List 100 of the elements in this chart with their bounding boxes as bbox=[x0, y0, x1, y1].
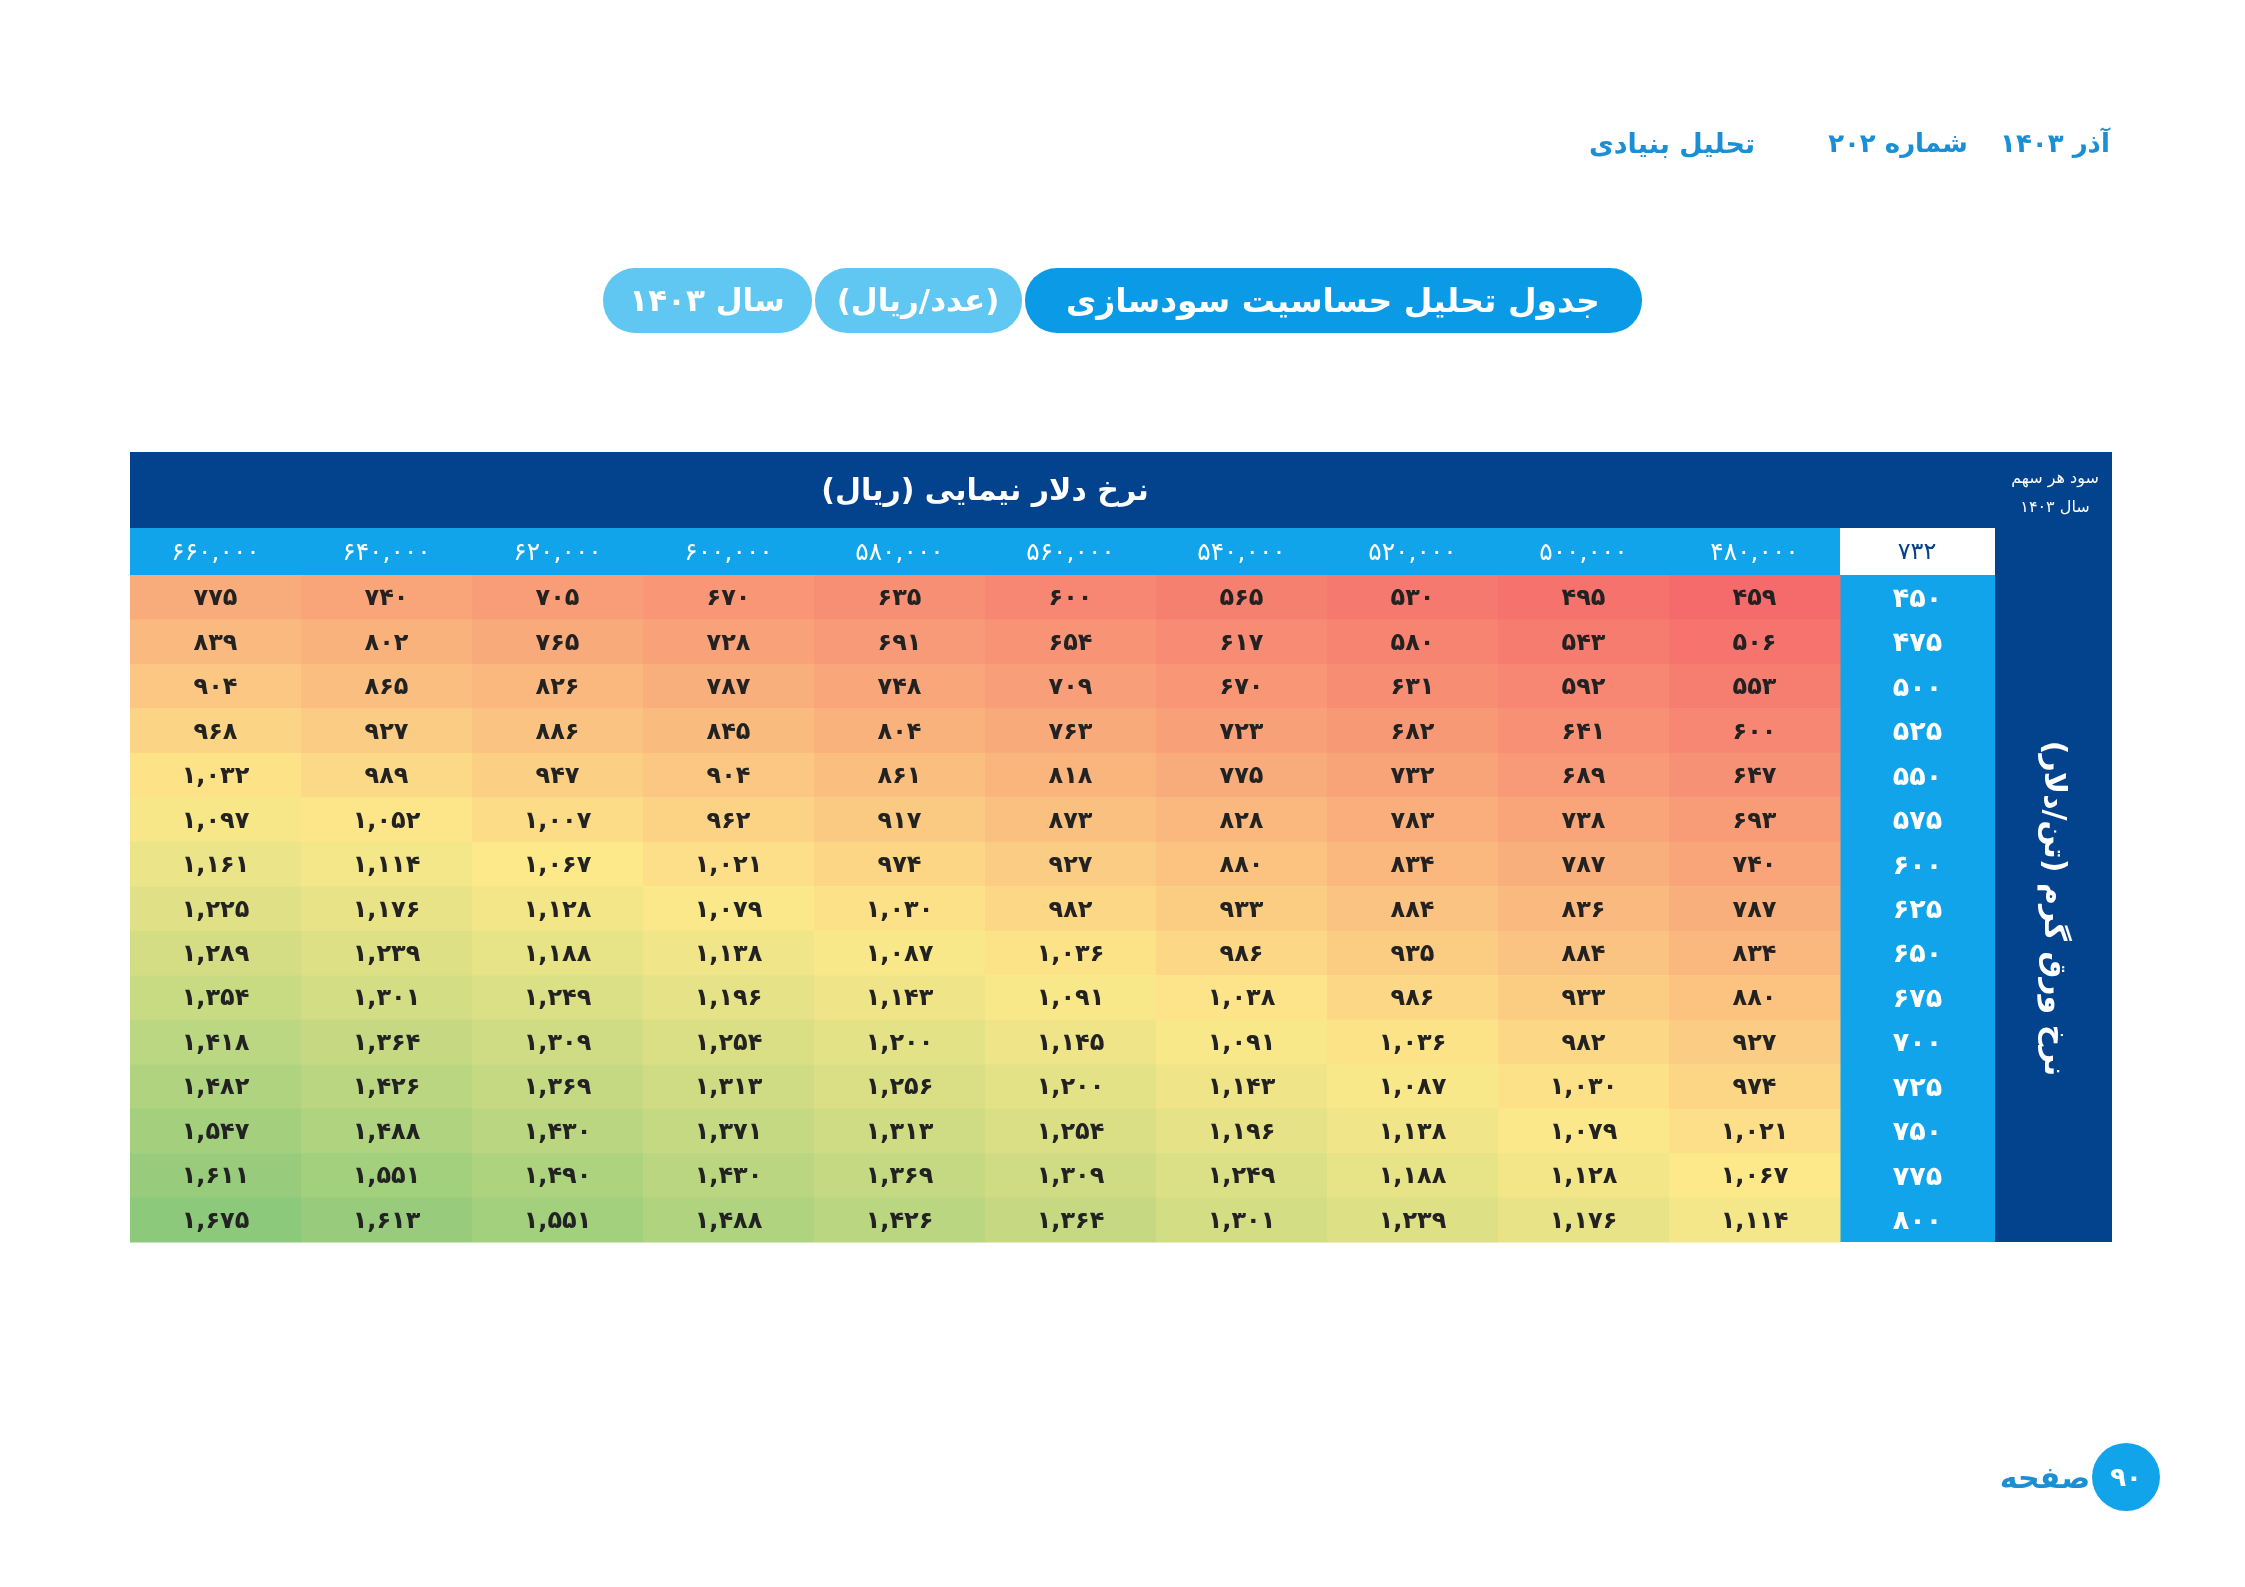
data-label: ۱,۱۱۴ bbox=[352, 850, 421, 879]
data-label: ۱,۴۱۸ bbox=[181, 1027, 250, 1056]
data-label: ۶۴۱ bbox=[1561, 716, 1606, 745]
data-label: ۷۳۲ bbox=[1390, 761, 1435, 790]
data-label: ۱,۰۳۸ bbox=[1207, 983, 1276, 1012]
x-tick-label: ۶۴۰,۰۰۰ bbox=[342, 537, 431, 566]
y-tick-label: ۸۰۰ bbox=[1892, 1204, 1943, 1236]
text: شماره ۲۰۲ bbox=[1828, 128, 1968, 158]
data-label: ۷۴۸ bbox=[877, 672, 922, 701]
data-label: ۸۸۰ bbox=[1219, 850, 1264, 879]
data-label: ۱,۴۲۶ bbox=[352, 1072, 421, 1101]
data-label: ۷۰۵ bbox=[535, 583, 580, 612]
x-tick-label: ۵۴۰,۰۰۰ bbox=[1197, 537, 1286, 566]
data-label: ۱,۲۵۴ bbox=[1036, 1116, 1105, 1145]
data-label: ۷۲۸ bbox=[706, 627, 751, 656]
data-label: ۱,۱۹۶ bbox=[694, 983, 763, 1012]
data-label: ۱,۱۸۸ bbox=[1378, 1161, 1447, 1190]
data-label: ۱,۰۲۱ bbox=[1720, 1116, 1789, 1145]
data-label: ۷۰۹ bbox=[1048, 672, 1093, 701]
data-label: ۱,۲۳۹ bbox=[352, 938, 421, 967]
data-label: ۶۹۳ bbox=[1732, 805, 1777, 834]
data-label: ۹۸۲ bbox=[1048, 894, 1093, 923]
data-label: ۶۰۰ bbox=[1732, 716, 1777, 745]
data-label: ۸۰۲ bbox=[364, 627, 409, 656]
data-label: ۱,۲۴۹ bbox=[1207, 1161, 1276, 1190]
text: ۹۰ bbox=[2110, 1462, 2142, 1492]
data-label: ۹۸۲ bbox=[1561, 1027, 1606, 1056]
text: صفحه bbox=[1999, 1459, 2091, 1495]
x-tick-label: ۶۰۰,۰۰۰ bbox=[684, 537, 773, 566]
y-tick-label: ۷۲۵ bbox=[1892, 1070, 1943, 1102]
data-label: ۶۳۵ bbox=[877, 583, 922, 612]
data-label: ۱,۰۷۹ bbox=[694, 894, 763, 923]
data-label: ۴۹۵ bbox=[1561, 583, 1606, 612]
data-label: ۱,۱۴۳ bbox=[1207, 1072, 1276, 1101]
data-label: ۶۷۰ bbox=[706, 583, 751, 612]
data-label: ۱,۲۵۶ bbox=[865, 1072, 934, 1101]
data-label: ۹۱۷ bbox=[877, 805, 922, 834]
data-label: ۱,۱۲۸ bbox=[1549, 1161, 1618, 1190]
data-label: ۸۳۹ bbox=[193, 627, 238, 656]
y-tick-label: ۵۲۵ bbox=[1892, 715, 1943, 747]
data-label: ۷۸۷ bbox=[706, 672, 751, 701]
data-label: ۱,۱۱۴ bbox=[1720, 1205, 1789, 1234]
data-label: ۱,۲۲۵ bbox=[181, 894, 250, 923]
data-label: ۱,۵۴۷ bbox=[181, 1116, 250, 1145]
data-label: ۱,۶۷۵ bbox=[181, 1205, 250, 1234]
data-label: ۷۳۸ bbox=[1561, 805, 1606, 834]
data-label: ۶۸۲ bbox=[1390, 716, 1435, 745]
text: سال ۱۴۰۳ bbox=[629, 282, 785, 318]
data-label: ۱,۰۹۱ bbox=[1207, 1027, 1276, 1056]
data-label: ۵۸۰ bbox=[1390, 627, 1435, 656]
x-tick-label: ۵۶۰,۰۰۰ bbox=[1026, 537, 1115, 566]
data-label: ۹۲۷ bbox=[1732, 1027, 1777, 1056]
chart-subtitle: (عدد/ریال) bbox=[836, 282, 1000, 319]
data-label: ۱,۵۵۱ bbox=[352, 1161, 421, 1190]
y-tick-label: ۶۷۵ bbox=[1892, 981, 1943, 1013]
data-label: ۸۴۵ bbox=[706, 716, 751, 745]
data-label: ۸۸۰ bbox=[1732, 983, 1777, 1012]
data-label: ۱,۰۲۱ bbox=[694, 850, 763, 879]
data-label: ۱,۰۸۷ bbox=[1378, 1072, 1447, 1101]
text: تحلیل بنیادی bbox=[1588, 127, 1756, 159]
data-label: ۱,۴۹۰ bbox=[523, 1161, 592, 1190]
x-tick-label: ۵۰۰,۰۰۰ bbox=[1539, 537, 1628, 566]
data-label: ۸۳۴ bbox=[1732, 938, 1777, 967]
data-label: ۱,۰۳۶ bbox=[1378, 1027, 1447, 1056]
data-label: ۹۸۹ bbox=[364, 761, 409, 790]
data-label: ۹۳۳ bbox=[1561, 983, 1606, 1012]
data-label: ۱,۱۲۸ bbox=[523, 894, 592, 923]
data-label: ۶۵۴ bbox=[1048, 627, 1093, 656]
data-label: ۱,۱۳۸ bbox=[694, 938, 763, 967]
text: آذر ۱۴۰۳ bbox=[2000, 127, 2111, 158]
data-label: ۱,۲۰۰ bbox=[865, 1027, 934, 1056]
data-label: ۱,۴۸۸ bbox=[694, 1205, 763, 1234]
data-label: ۱,۵۵۱ bbox=[523, 1205, 592, 1234]
data-label: ۱,۱۷۶ bbox=[352, 894, 421, 923]
x-axis-title: نرخ دلار نیمایی (ریال) bbox=[821, 471, 1149, 507]
data-label: ۹۴۷ bbox=[535, 761, 580, 790]
data-label: ۸۶۵ bbox=[364, 672, 409, 701]
data-label: ۱,۶۱۳ bbox=[352, 1205, 421, 1234]
data-label: ۷۲۳ bbox=[1219, 716, 1264, 745]
data-label: ۱,۲۰۰ bbox=[1036, 1072, 1105, 1101]
y-tick-label: ۶۲۵ bbox=[1892, 893, 1943, 924]
data-label: ۹۳۵ bbox=[1390, 938, 1435, 967]
data-label: ۱,۴۸۲ bbox=[181, 1072, 250, 1101]
y-tick-label: ۴۷۵ bbox=[1892, 626, 1943, 658]
data-label: ۸۱۸ bbox=[1048, 761, 1093, 790]
data-label: ۱,۰۳۰ bbox=[1549, 1072, 1618, 1101]
chart-title: جدول تحلیل حساسیت سودسازی bbox=[1066, 280, 1600, 321]
data-label: ۵۴۳ bbox=[1561, 627, 1606, 656]
data-label: ۱,۰۳۰ bbox=[865, 894, 934, 923]
x-tick-label: ۵۸۰,۰۰۰ bbox=[855, 537, 944, 566]
y-tick-label: ۷۷۵ bbox=[1892, 1159, 1943, 1191]
data-label: ۵۰۶ bbox=[1732, 627, 1777, 656]
data-label: ۹۳۳ bbox=[1219, 894, 1264, 923]
data-label: ۵۹۲ bbox=[1561, 672, 1606, 701]
data-label: ۱,۰۳۲ bbox=[181, 761, 250, 790]
data-label: ۵۶۵ bbox=[1219, 583, 1264, 612]
y-tick-label: ۶۵۰ bbox=[1892, 937, 1943, 969]
data-label: ۱,۲۳۹ bbox=[1378, 1205, 1447, 1234]
data-label: ۱,۳۵۴ bbox=[181, 983, 250, 1012]
data-label: ۱,۰۶۷ bbox=[523, 850, 592, 879]
